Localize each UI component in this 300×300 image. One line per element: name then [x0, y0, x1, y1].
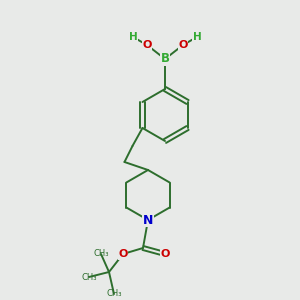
Text: H: H	[129, 32, 137, 42]
Text: CH₃: CH₃	[93, 250, 109, 259]
Text: O: O	[160, 249, 170, 259]
Text: O: O	[178, 40, 188, 50]
Text: O: O	[118, 249, 128, 259]
Text: CH₃: CH₃	[81, 272, 97, 281]
Text: N: N	[143, 214, 153, 226]
Text: B: B	[160, 52, 169, 65]
Text: CH₃: CH₃	[106, 290, 122, 298]
Text: H: H	[193, 32, 201, 42]
Text: O: O	[142, 40, 152, 50]
